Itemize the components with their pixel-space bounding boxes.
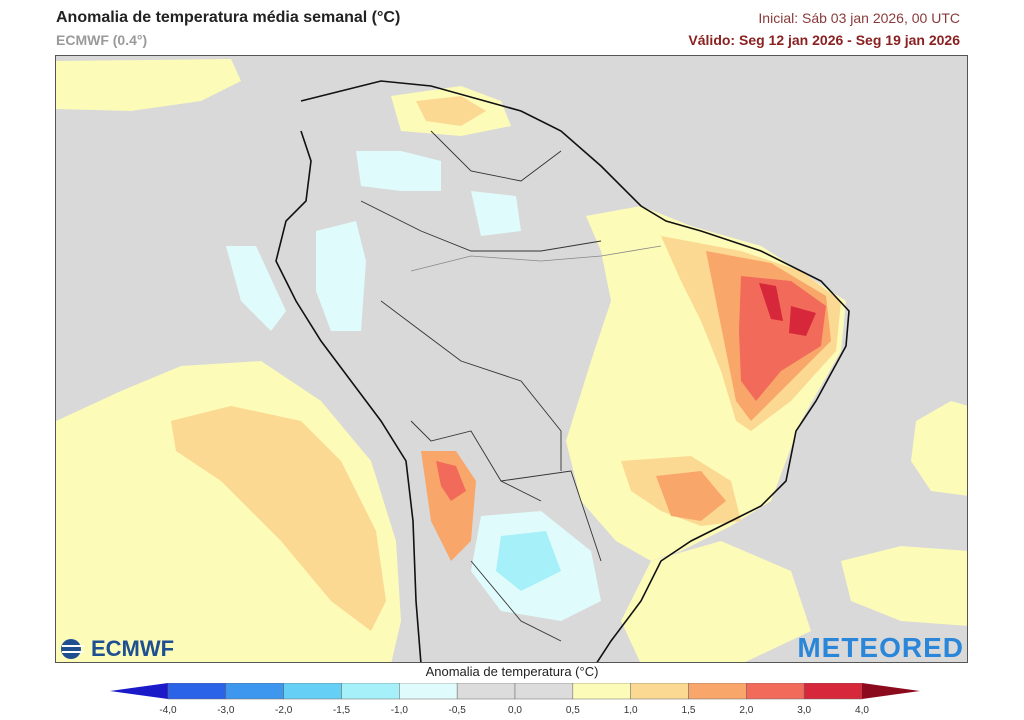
meteored-logo: METEORED bbox=[797, 632, 964, 663]
anomaly-yellow-pacific-north bbox=[56, 59, 241, 111]
colorbar-bin-2 bbox=[283, 683, 342, 700]
colorbar-bin-1 bbox=[225, 683, 284, 700]
ecmwf-globe-icon bbox=[61, 639, 84, 659]
map-title: Anomalia de temperatura média semanal (°… bbox=[56, 9, 401, 26]
anomaly-lightblue-paraguay bbox=[496, 531, 561, 591]
anomaly-orange-pacific bbox=[171, 406, 386, 631]
colorbar-tick-label: -2,0 bbox=[275, 705, 293, 716]
colorbar-high-arrow bbox=[862, 683, 920, 699]
colorbar-bin-3 bbox=[341, 683, 400, 700]
anomaly-darkred-ne1 bbox=[759, 283, 783, 321]
colorbar-bin-6 bbox=[514, 683, 574, 700]
colorbar-tick-label: -1,0 bbox=[390, 705, 408, 716]
anomaly-darkorange-se bbox=[656, 471, 726, 521]
anomaly-orange-venezuela bbox=[416, 96, 486, 126]
anomaly-yellow-atlantic-south bbox=[621, 541, 811, 662]
anomaly-red-bolivia bbox=[436, 461, 466, 501]
anomaly-cyan-colombia bbox=[356, 151, 441, 191]
colorbar-bin-9 bbox=[688, 683, 747, 700]
ecmwf-logo: ECMWF bbox=[60, 636, 174, 662]
anomaly-orange-bolivia bbox=[421, 451, 476, 561]
anomaly-darkred-ne2 bbox=[789, 306, 816, 336]
colorbar-bin-4 bbox=[399, 683, 458, 700]
colorbar-tick-label: -1,5 bbox=[332, 705, 351, 716]
ecmwf-logo-text: ECMWF bbox=[91, 636, 175, 661]
colorbar-tick-label: 2,0 bbox=[739, 705, 754, 716]
anomaly-map[interactable] bbox=[55, 55, 968, 663]
colorbar-tick-label: 0,0 bbox=[508, 705, 522, 716]
anomaly-yellow-atlantic-east1 bbox=[911, 401, 967, 496]
colorbar-low-arrow bbox=[110, 683, 168, 699]
colorbar-bin-7 bbox=[572, 683, 631, 700]
colorbar-tick-label: 1,5 bbox=[681, 705, 696, 716]
country-borders bbox=[360, 130, 602, 642]
initial-time: Inicial: Sáb 03 jan 2026, 00 UTC bbox=[758, 10, 960, 26]
colorbar-tick-label: -3,0 bbox=[217, 705, 235, 716]
anomaly-cyan-amazon bbox=[471, 191, 521, 236]
valid-period: Válido: Seg 12 jan 2026 - Seg 19 jan 202… bbox=[688, 32, 960, 48]
colorbar-bin-10 bbox=[746, 683, 805, 700]
colorbar-tick-label: 1,0 bbox=[623, 705, 638, 716]
colorbar-tick-label: -4,0 bbox=[159, 705, 177, 716]
colorbar-tick-label: 4,0 bbox=[855, 705, 869, 716]
map-svg bbox=[56, 56, 967, 662]
south-america-coastline bbox=[275, 80, 850, 662]
rivers bbox=[410, 245, 662, 272]
colorbar-tick-label: -0,5 bbox=[448, 705, 466, 716]
anomaly-cyan-pacific bbox=[226, 246, 286, 331]
colorbar-title: Anomalia de temperatura (°C) bbox=[425, 664, 599, 679]
colorbar bbox=[110, 683, 920, 700]
colorbar-bin-11 bbox=[803, 683, 863, 700]
anomaly-red-ne bbox=[739, 276, 826, 401]
colorbar-bin-8 bbox=[630, 683, 689, 700]
anomaly-cyan-peru bbox=[316, 221, 366, 331]
colorbar-bin-0 bbox=[167, 683, 227, 700]
colorbar-tick-label: 0,5 bbox=[565, 705, 580, 716]
colorbar-tick-label: 3,0 bbox=[797, 705, 812, 716]
colorbar-bin-5 bbox=[456, 683, 516, 700]
anomaly-yellow-atlantic-east2 bbox=[841, 546, 967, 626]
model-label: ECMWF (0.4°) bbox=[56, 32, 148, 48]
